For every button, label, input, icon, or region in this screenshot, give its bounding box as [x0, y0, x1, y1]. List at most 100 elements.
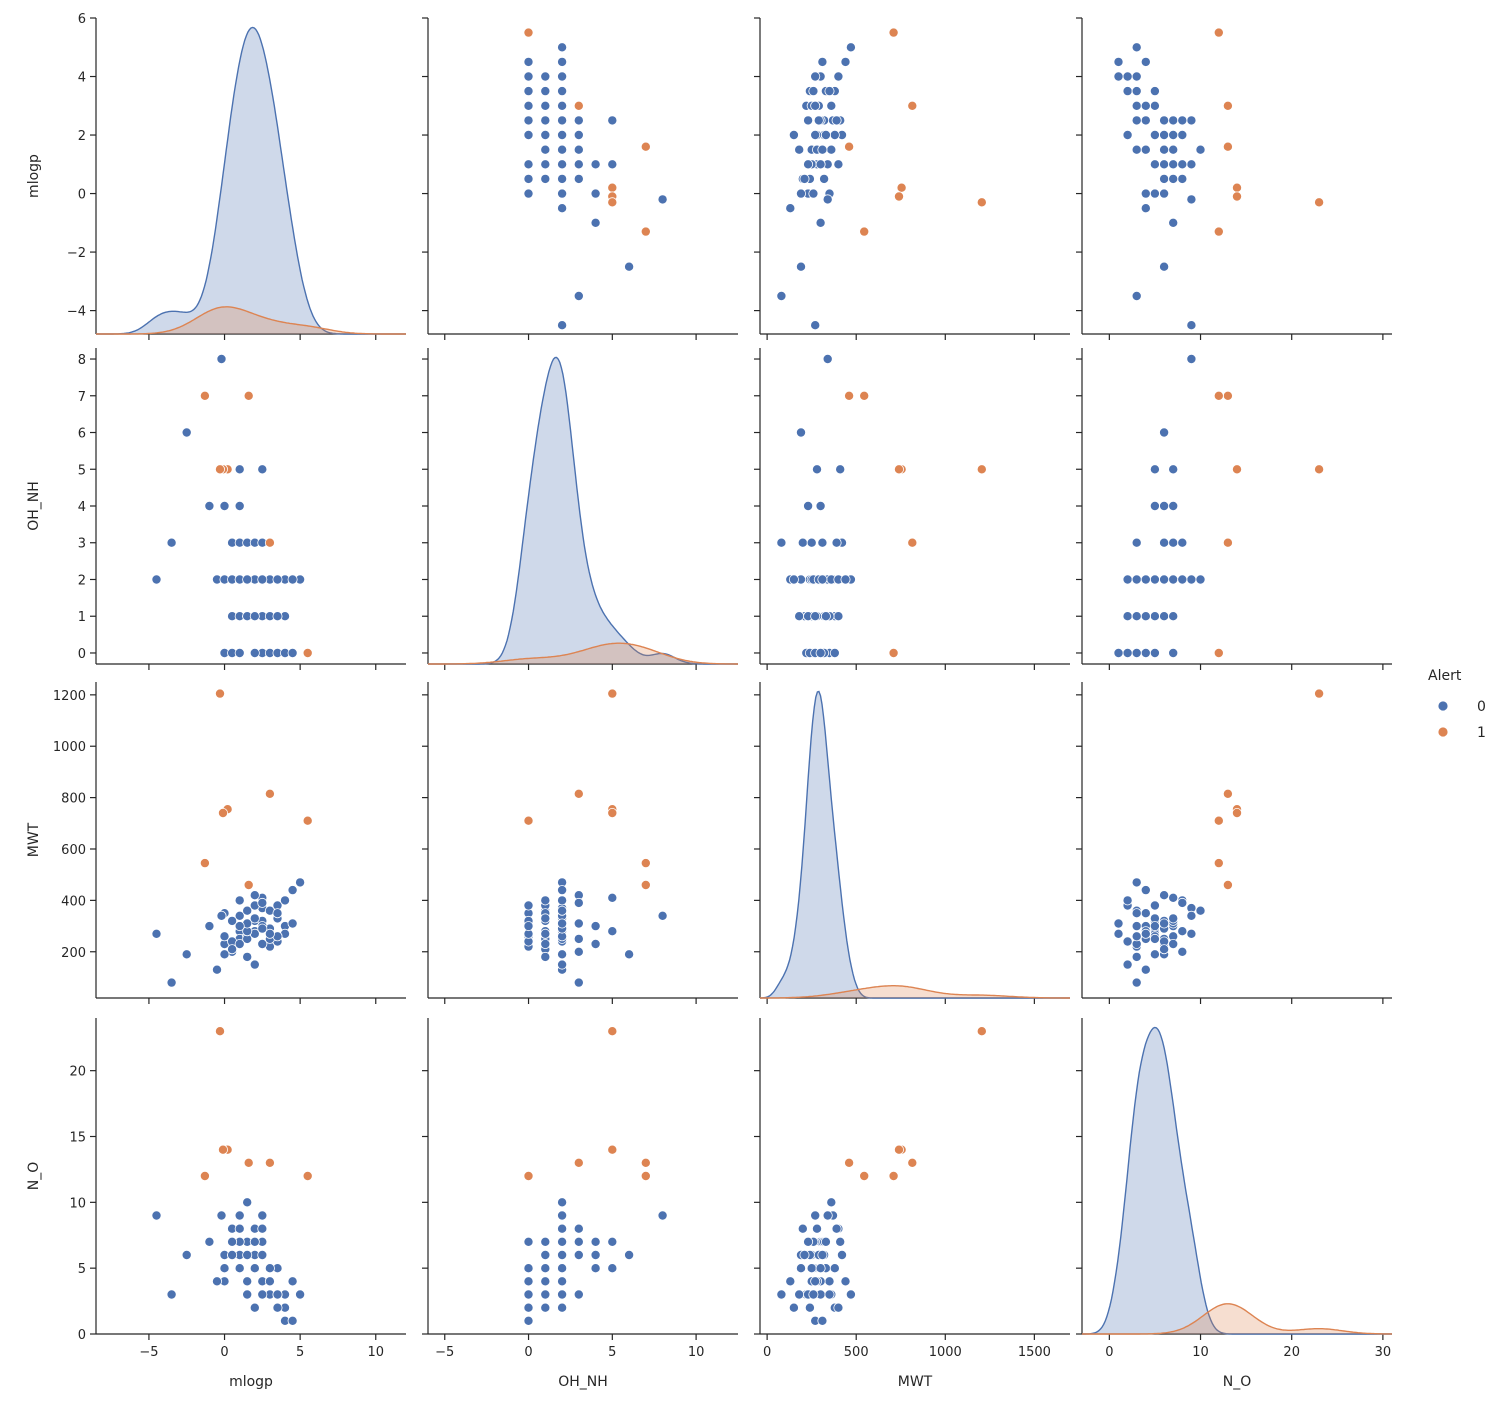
scatter-point-alert-0: [287, 1315, 298, 1326]
scatter-point-alert-0: [557, 1263, 568, 1274]
scatter-point-alert-0: [1168, 537, 1179, 548]
scatter-point-alert-0: [540, 1263, 551, 1274]
scatter-point-alert-0: [1131, 648, 1142, 659]
scatter-point-alert-0: [1140, 100, 1151, 111]
scatter-point-alert-0: [523, 188, 534, 199]
scatter-point-alert-0: [810, 1210, 821, 1221]
scatter-point-alert-0: [1177, 926, 1188, 937]
scatter-point-alert-0: [557, 885, 568, 896]
scatter-point-alert-1: [199, 1171, 210, 1182]
scatter-point-alert-1: [264, 788, 275, 799]
scatter-point-alert-0: [227, 1250, 238, 1261]
scatter-point-alert-0: [810, 129, 821, 140]
scatter-point-alert-0: [812, 464, 823, 475]
scatter-point-alert-0: [1168, 648, 1179, 659]
scatter-point-alert-0: [287, 885, 298, 896]
scatter-point-alert-0: [1140, 203, 1151, 214]
scatter-point-alert-1: [894, 464, 905, 475]
y-tick-label: 10: [69, 1196, 86, 1211]
scatter-point-alert-0: [815, 1263, 826, 1274]
kde-line-alert-0: [428, 356, 738, 665]
scatter-point-alert-0: [845, 1289, 856, 1300]
scatter-point-alert-0: [242, 951, 253, 962]
scatter-point-alert-0: [1186, 320, 1197, 331]
scatter-point-alert-0: [234, 1263, 245, 1274]
y-axis-label: MWT: [26, 822, 42, 857]
scatter-point-alert-0: [151, 928, 162, 939]
x-tick-label: 30: [1375, 1345, 1392, 1360]
scatter-point-alert-0: [1131, 951, 1142, 962]
scatter-point-alert-0: [540, 159, 551, 170]
scatter-point-alert-1: [607, 808, 618, 819]
scatter-point-alert-0: [1131, 908, 1142, 919]
scatter-point-alert-0: [249, 611, 260, 622]
scatter-point-alert-1: [1222, 880, 1233, 891]
scatter-point-alert-0: [1140, 964, 1151, 975]
scatter-point-alert-0: [624, 1250, 635, 1261]
scatter-point-alert-0: [540, 173, 551, 184]
scatter-point-alert-0: [824, 86, 835, 97]
scatter-point-alert-0: [573, 1250, 584, 1261]
scatter-point-alert-0: [227, 944, 238, 955]
x-tick-label: 1000: [929, 1345, 962, 1360]
x-axis-label: N_O: [1223, 1374, 1252, 1390]
scatter-point-alert-0: [540, 913, 551, 924]
scatter-point-alert-0: [776, 290, 787, 301]
scatter-point-alert-0: [234, 895, 245, 906]
scatter-point-alert-0: [257, 923, 268, 934]
scatter-point-alert-0: [1159, 918, 1170, 929]
scatter-point-alert-1: [640, 1157, 651, 1168]
y-tick-label: 0: [78, 1328, 86, 1343]
scatter-point-alert-1: [1213, 648, 1224, 659]
scatter-point-alert-0: [1159, 944, 1170, 955]
scatter-point-alert-0: [607, 159, 618, 170]
scatter-point-alert-0: [166, 537, 177, 548]
scatter-point-alert-0: [788, 1302, 799, 1313]
scatter-point-alert-0: [808, 188, 819, 199]
scatter-point-alert-0: [540, 71, 551, 82]
panel-mlogp-vs-n-o: [1076, 17, 1392, 340]
scatter-point-alert-0: [523, 1289, 534, 1300]
scatter-point-alert-0: [1140, 648, 1151, 659]
scatter-point-alert-0: [1186, 910, 1197, 921]
scatter-point-alert-0: [1168, 892, 1179, 903]
scatter-point-alert-0: [295, 1289, 306, 1300]
scatter-point-alert-0: [249, 890, 260, 901]
scatter-point-alert-1: [1232, 808, 1243, 819]
kde-area-alert-1: [428, 643, 738, 664]
x-tick-label: 10: [367, 1345, 384, 1360]
scatter-point-alert-1: [523, 1171, 534, 1182]
scatter-point-alert-1: [1213, 390, 1224, 401]
scatter-point-alert-0: [815, 217, 826, 228]
scatter-point-alert-0: [540, 86, 551, 97]
scatter-point-alert-0: [295, 877, 306, 888]
y-tick-label: 3: [78, 537, 86, 552]
scatter-point-alert-1: [859, 390, 870, 401]
scatter-point-alert-1: [640, 1171, 651, 1182]
scatter-point-alert-0: [234, 648, 245, 659]
scatter-point-alert-0: [806, 1263, 817, 1274]
scatter-point-alert-0: [1140, 928, 1151, 939]
x-tick-label: −5: [435, 1345, 454, 1360]
scatter-point-alert-0: [557, 188, 568, 199]
scatter-point-alert-0: [806, 537, 817, 548]
y-axis-label: OH_NH: [26, 481, 42, 531]
scatter-point-alert-0: [540, 1289, 551, 1300]
legend-marker-alert-1: [1437, 726, 1449, 738]
scatter-point-alert-0: [573, 977, 584, 988]
scatter-point-alert-0: [1168, 939, 1179, 950]
scatter-point-alert-0: [523, 100, 534, 111]
scatter-point-alert-0: [1168, 464, 1179, 475]
scatter-point-alert-1: [217, 808, 228, 819]
scatter-point-alert-0: [523, 173, 534, 184]
panel-n-o-vs-n-o: 0 10 20 30 N_O: [1076, 1018, 1393, 1390]
x-tick-label: −5: [139, 1345, 158, 1360]
scatter-point-alert-0: [833, 159, 844, 170]
scatter-point-alert-0: [523, 86, 534, 97]
scatter-point-alert-0: [573, 129, 584, 140]
scatter-point-alert-0: [249, 1236, 260, 1247]
scatter-point-alert-0: [557, 320, 568, 331]
y-tick-label: 6: [78, 12, 86, 27]
scatter-point-alert-0: [796, 427, 807, 438]
scatter-point-alert-0: [272, 1289, 283, 1300]
